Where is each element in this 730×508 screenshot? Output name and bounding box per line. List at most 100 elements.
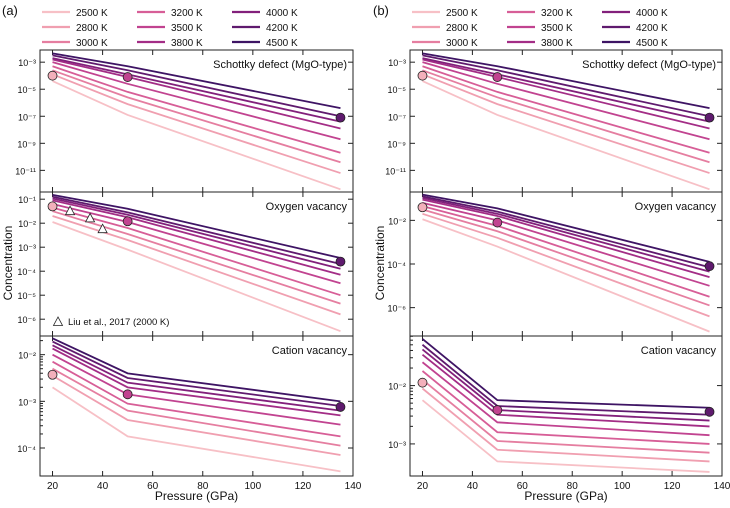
legend-label: 3000 K [76, 38, 108, 49]
data-marker [417, 70, 428, 81]
subplot-title: Cation vacancy [641, 345, 717, 357]
x-tick-label: 60 [517, 481, 529, 492]
series-line-3800k [422, 198, 710, 278]
data-marker [492, 405, 503, 415]
liu-triangle-marker [64, 205, 76, 216]
subplot-title: Schottky defect (MgO-type) [213, 59, 347, 71]
x-tick-label: 120 [664, 481, 681, 492]
x-tick-label: 80 [197, 481, 209, 492]
data-marker [122, 389, 133, 400]
series-line-3500k [52, 203, 341, 285]
series-line-4200k [52, 340, 341, 407]
subplot-cation: 10⁻² 10⁻³ 10⁻⁴ 20 40 60 80 100 120 140 Cation vaca… [17, 335, 362, 492]
series-line-2800k [422, 73, 710, 174]
data-marker [704, 406, 715, 417]
series-line-4000k [52, 344, 341, 412]
data-marker [122, 72, 133, 82]
series-line-2500k [421, 399, 710, 473]
data-marker [704, 261, 715, 272]
x-tick-label: 100 [614, 481, 631, 492]
data-marker [492, 72, 503, 82]
data-marker [492, 217, 503, 228]
series-line-3000k [422, 208, 710, 307]
series-line-4000k [422, 197, 710, 273]
legend-label: 4200 K [266, 23, 298, 34]
data-marker [417, 202, 428, 213]
subplot-oxygen: 10⁻² 10⁻⁴ 10⁻⁶ Oxygen vacancy [387, 191, 723, 337]
series-line-3000k [52, 210, 341, 305]
x-tick-label: 80 [567, 481, 579, 492]
subplot-title: Cation vacancy [272, 345, 348, 357]
y-tick-label: 10⁻⁹ [17, 139, 36, 149]
series-line-2500k [52, 221, 341, 333]
liu-legend-icon [52, 316, 64, 326]
series-line-3200k [52, 65, 341, 154]
legend-panel-a: 2500 K 2800 K 3000 K 3200 K 3500 K 3800 K 4000… [42, 8, 298, 49]
legend-label: 3200 K [541, 8, 573, 19]
series-line-3200k [421, 370, 710, 445]
data-marker [417, 377, 428, 388]
x-tick-label: 40 [467, 481, 479, 492]
series-line-3200k [422, 65, 710, 154]
x-tick-label: 60 [147, 481, 159, 492]
y-tick-label: 10⁻³ [388, 440, 406, 450]
y-axis-label: Concentration [1, 226, 15, 301]
data-marker [122, 216, 133, 227]
series-line-4000k [52, 197, 341, 270]
series-line-2500k [422, 218, 710, 333]
legend-label: 2500 K [446, 8, 478, 19]
data-marker [47, 369, 58, 380]
legend-label: 3500 K [541, 23, 573, 34]
y-axis-label: Concentration [373, 226, 387, 301]
subplot-title: Schottky defect (MgO-type) [582, 59, 716, 71]
panel-b: (b) Concentration 10⁻³ 10⁻⁵ 10⁻⁷ 10⁻⁹ 10⁻¹¹ Sch… [373, 3, 730, 503]
y-tick-label: 10⁻⁵ [18, 291, 37, 301]
y-tick-label: 10⁻² [18, 219, 36, 229]
y-tick-label: 10⁻¹ [18, 195, 36, 205]
series-line-3500k [422, 61, 710, 141]
legend-label: 4500 K [636, 38, 668, 49]
data-marker [335, 402, 346, 412]
series-line-2800k [421, 387, 710, 463]
x-tick-label: 120 [295, 481, 312, 492]
y-tick-label: 10⁻¹¹ [15, 166, 36, 176]
panel-label: (b) [373, 3, 389, 18]
legend-label: 2500 K [76, 8, 108, 19]
panel-a: (a) Concentration 10⁻³ 10⁻⁵ 10⁻⁷ 10⁻⁹ 10⁻¹¹ Sch… [1, 3, 362, 503]
y-tick-label: 10⁻⁷ [18, 112, 36, 122]
series-line-2800k [52, 73, 341, 174]
liu-triangle-marker [84, 212, 96, 223]
series-line-3800k [52, 347, 341, 417]
data-marker [47, 201, 58, 212]
x-axis-label: Pressure (GPa) [524, 489, 607, 503]
x-tick-label: 20 [417, 481, 429, 492]
y-tick-label: 10⁻¹¹ [385, 166, 406, 176]
series-line-4200k [422, 195, 710, 269]
subplot-title: Oxygen vacancy [635, 201, 717, 213]
legend-label: 4000 K [636, 8, 668, 19]
series-line-4200k [52, 54, 341, 118]
y-tick-label: 10⁻³ [18, 58, 36, 68]
series-line-3000k [422, 69, 710, 164]
y-tick-label: 10⁻⁴ [17, 267, 36, 277]
panel-label: (a) [2, 3, 18, 18]
series-line-2500k [422, 80, 710, 191]
series-line-3200k [52, 206, 341, 297]
legend-label: 3000 K [446, 38, 478, 49]
series-line-3200k [52, 360, 341, 438]
legend-label: 2800 K [76, 23, 108, 34]
y-tick-label: 10⁻⁷ [388, 112, 406, 122]
y-tick-label: 10⁻⁴ [387, 260, 406, 270]
series-line-2800k [52, 215, 341, 316]
y-tick-label: 10⁻⁵ [388, 85, 407, 95]
subplot-cation: 10⁻² 10⁻³ 20 40 60 80 100 120 140 Cation vacancy [388, 335, 730, 492]
series-line-4500k [422, 193, 710, 263]
series-line-2500k [52, 386, 341, 473]
series-line-4500k [422, 52, 710, 110]
y-tick-label: 10⁻⁵ [18, 85, 37, 95]
y-tick-label: 10⁻² [388, 216, 406, 226]
series-line-3000k [52, 367, 341, 447]
y-tick-label: 10⁻² [388, 382, 406, 392]
series-line-4000k [421, 348, 710, 422]
